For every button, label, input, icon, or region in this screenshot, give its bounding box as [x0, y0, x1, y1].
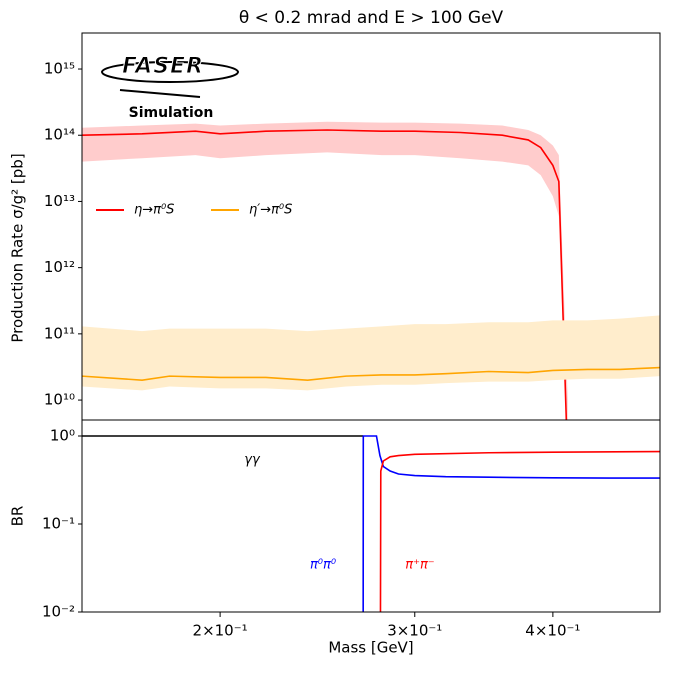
line — [82, 366, 660, 381]
logo-swoosh — [101, 61, 239, 83]
line — [379, 450, 660, 612]
y-axis-label: BR — [9, 506, 27, 527]
x-tick-label: 4×10⁻¹ — [525, 622, 580, 640]
y-tick-label: 10¹⁰ — [44, 391, 75, 409]
x-axis-label: Mass [GeV] — [328, 639, 413, 657]
annotation: π⁺π⁻ — [405, 558, 434, 573]
logo-text: FASER — [122, 54, 204, 79]
y-axis-label: Production Rate σ/g² [pb] — [9, 153, 27, 342]
y-tick-label: 10¹⁵ — [44, 60, 75, 78]
y-tick-label: 10⁰ — [50, 427, 75, 445]
error-band — [82, 121, 568, 420]
chart-title: θ < 0.2 mrad and E > 100 GeV — [239, 8, 504, 28]
line — [82, 129, 568, 420]
y-tick-label: 10¹¹ — [44, 324, 75, 342]
y-tick-label: 10⁻² — [42, 603, 75, 621]
x-tick-label: 2×10⁻¹ — [193, 622, 248, 640]
y-tick-label: 10¹³ — [44, 192, 75, 210]
logo-arrow — [119, 89, 201, 98]
logo-subtitle: Simulation — [129, 105, 214, 121]
axes-frame — [81, 419, 661, 613]
logo: FASER Simulation — [101, 54, 239, 121]
y-tick-label: 10¹⁴ — [44, 126, 75, 144]
legend-label: η→π⁰S — [134, 203, 174, 218]
annotation: π⁰π⁰ — [310, 558, 337, 573]
line — [362, 435, 660, 612]
y-tick-label: 10¹² — [44, 258, 75, 276]
annotation: γγ — [244, 453, 261, 468]
plot-area — [82, 435, 660, 612]
y-tick-label: 10⁻¹ — [42, 515, 75, 533]
legend-label: η′→π⁰S — [249, 203, 292, 218]
x-tick-label: 3×10⁻¹ — [387, 622, 442, 640]
plot-area — [82, 121, 660, 420]
